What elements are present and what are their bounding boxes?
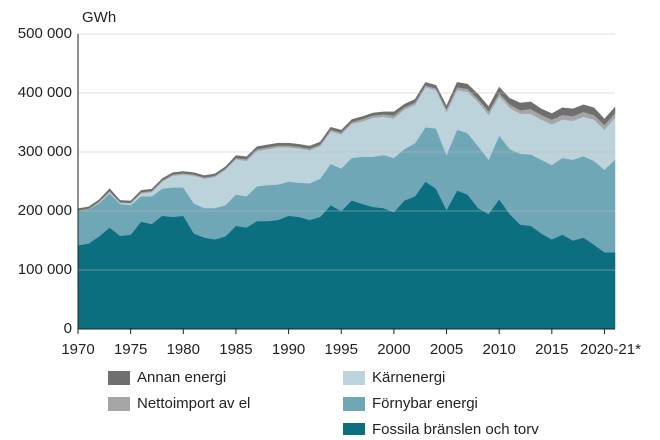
legend-label: Annan energi	[137, 369, 226, 386]
legend-swatch	[343, 423, 365, 437]
y-tick-label: 300 000	[18, 143, 72, 160]
y-axis-unit: GWh	[82, 9, 116, 26]
x-tick-label: 1970	[61, 341, 94, 358]
x-tick-label: 2015	[535, 341, 568, 358]
x-tick-label: 2020-21*	[580, 341, 641, 358]
x-tick-label: 1990	[272, 341, 305, 358]
area	[77, 82, 616, 211]
x-tick-label: 2000	[377, 341, 410, 358]
legend-label: Kärnenergi	[372, 369, 445, 386]
legend-swatch	[343, 397, 365, 411]
x-tick-label: 2005	[430, 341, 463, 358]
y-tick-label: 400 000	[18, 84, 72, 101]
x-tick-label: 1995	[325, 341, 358, 358]
legend-label: Förnybar energi	[372, 395, 478, 412]
y-tick-label: 100 000	[18, 261, 72, 278]
x-tick-label: 1985	[219, 341, 252, 358]
y-tick-label: 0	[64, 320, 72, 337]
legend-swatch	[108, 397, 130, 411]
x-tick-label: 1975	[114, 341, 147, 358]
x-tick-label: 2010	[482, 341, 515, 358]
y-tick-label: 500 000	[18, 25, 72, 42]
y-tick-label: 200 000	[18, 202, 72, 219]
legend-swatch	[343, 371, 365, 385]
x-tick-label: 1980	[167, 341, 200, 358]
legend-label: Fossila bränslen och torv	[372, 421, 539, 435]
legend-label: Nettoimport av el	[137, 395, 250, 412]
legend-swatch	[108, 371, 130, 385]
